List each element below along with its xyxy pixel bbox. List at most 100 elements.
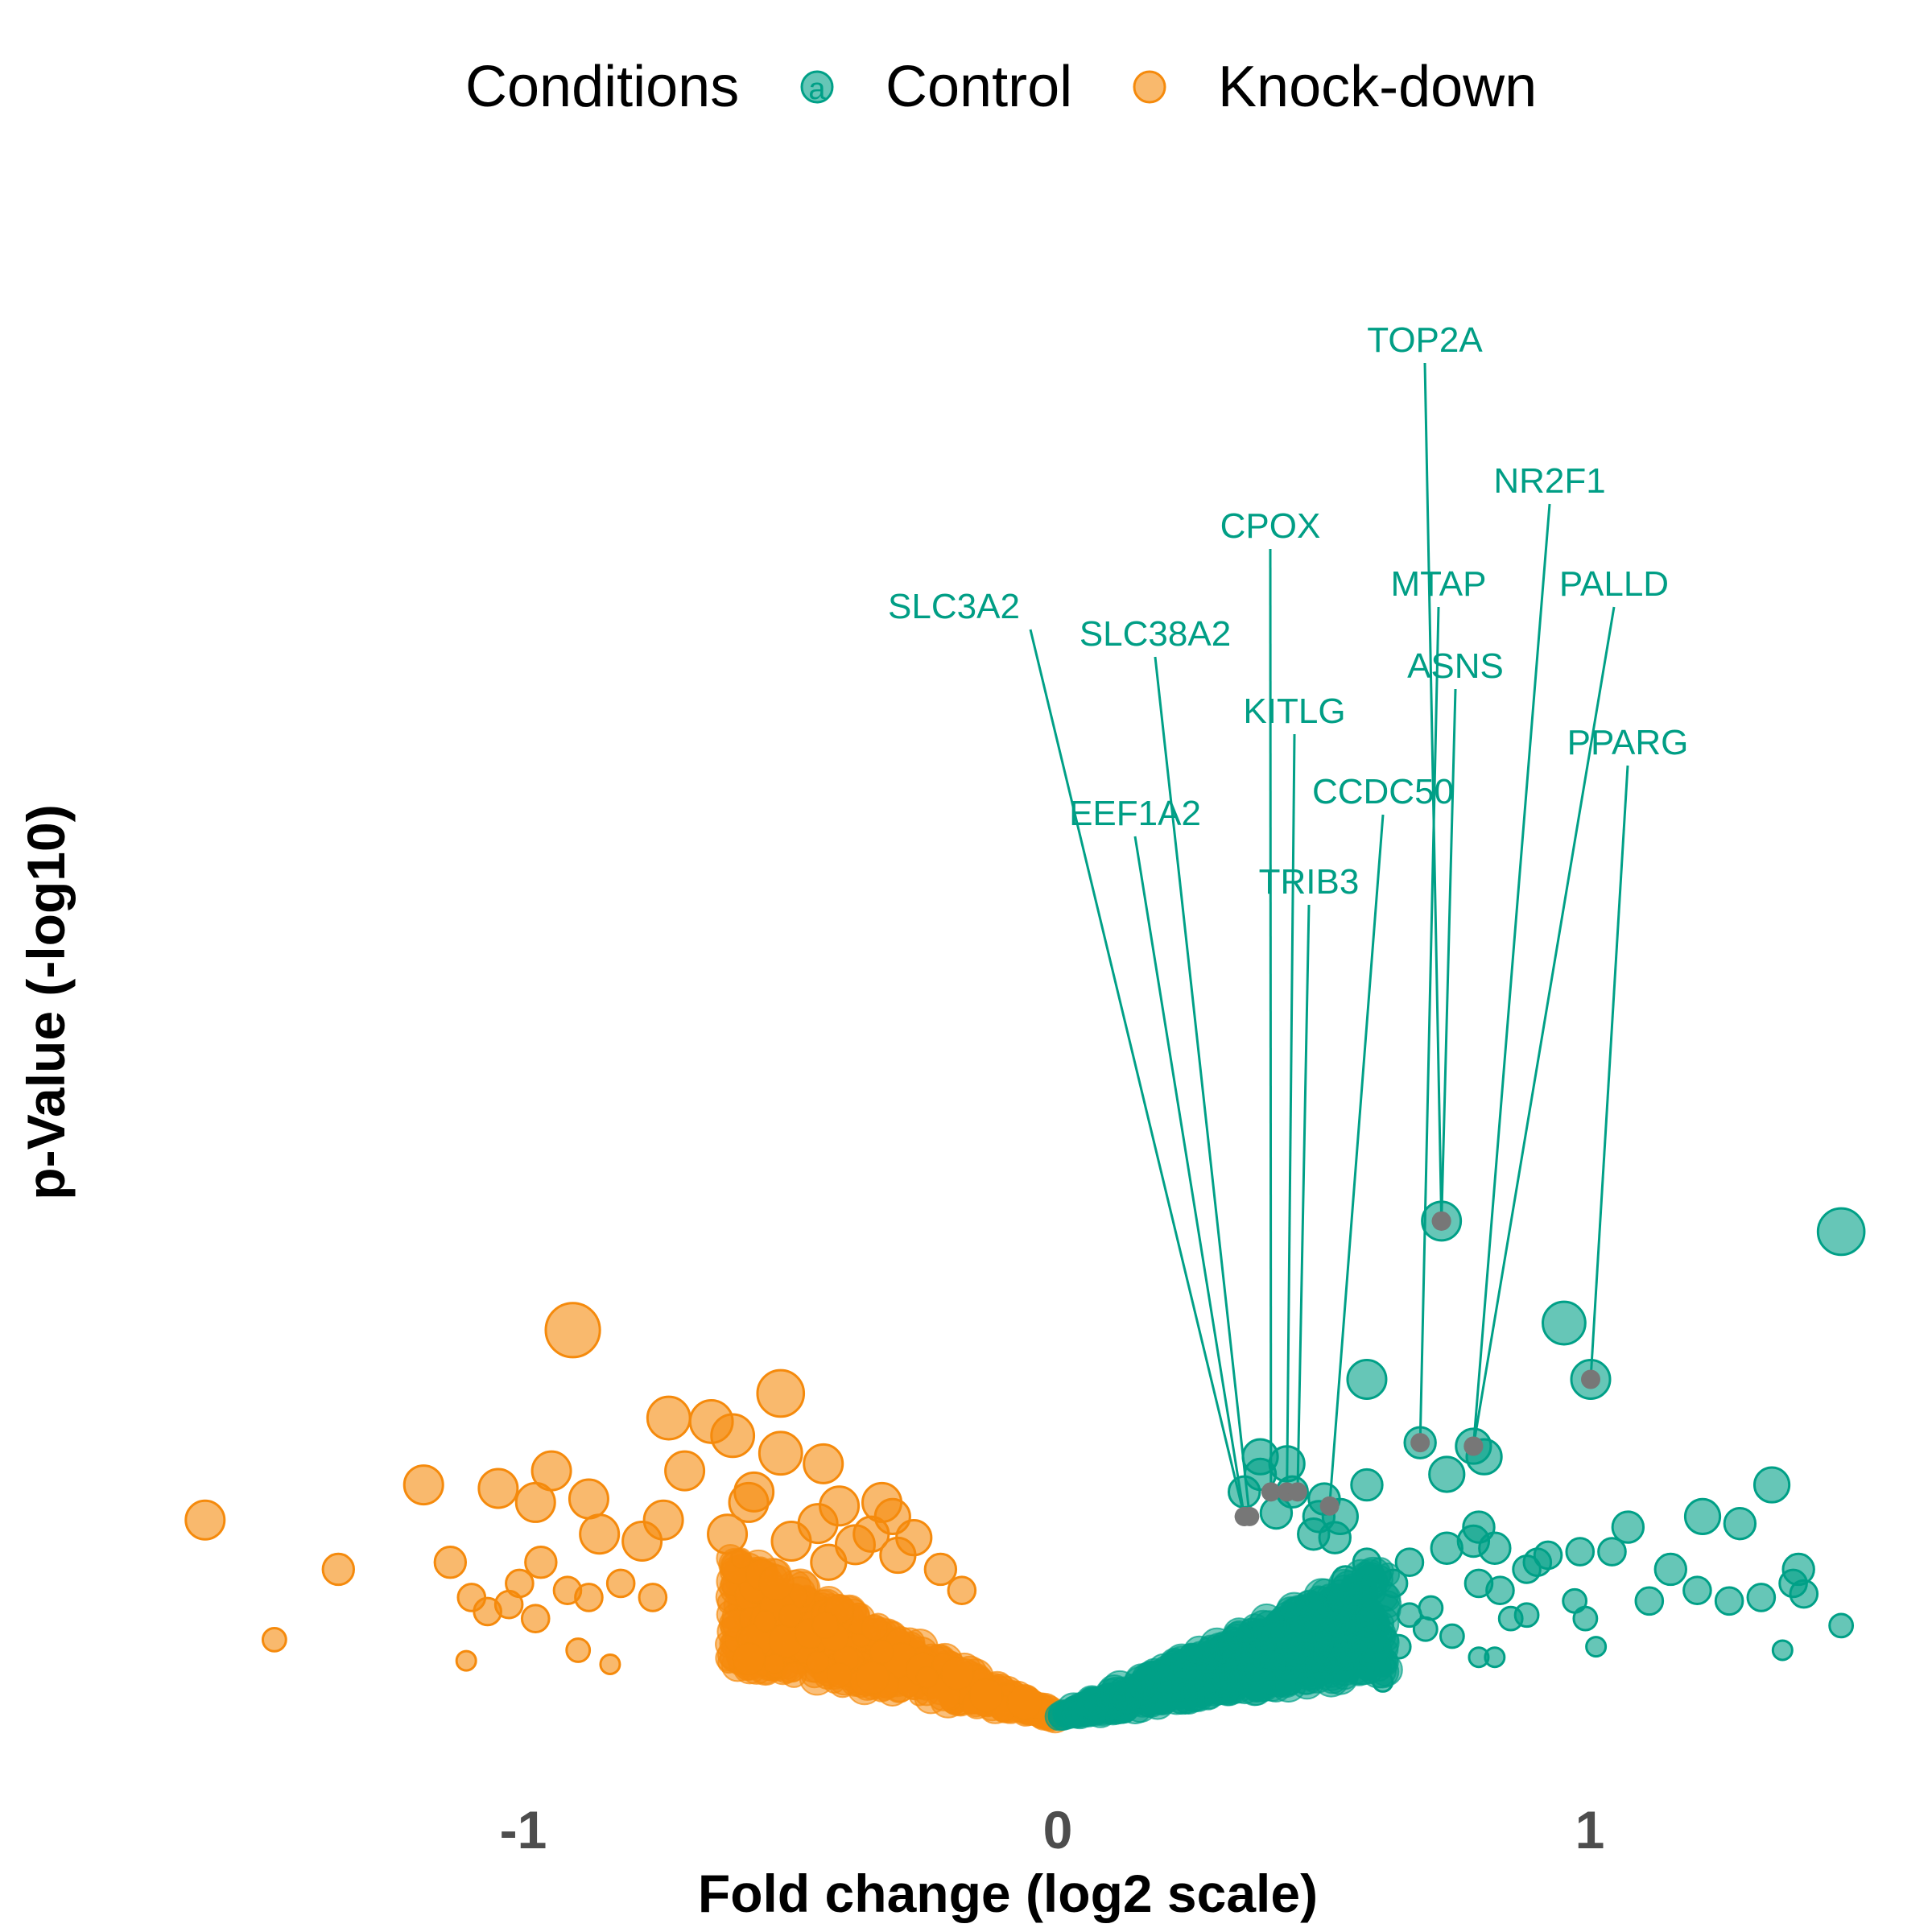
data-point [826,1662,852,1688]
data-point [1331,1565,1360,1595]
data-point [1463,1568,1494,1599]
data-point [728,1481,770,1523]
label-leader-line [1296,904,1311,1492]
data-point [520,1604,551,1633]
x-tick-label: 1 [1575,1800,1605,1860]
data-point [1372,1670,1394,1693]
data-point [544,1302,601,1359]
labeled-point-marker [1581,1369,1600,1389]
data-point [1714,1586,1744,1616]
label-leader-line [1328,814,1385,1506]
gene-label: KITLG [1243,691,1345,731]
data-point [806,1650,830,1674]
data-point [621,1521,663,1562]
data-point [1683,1497,1722,1536]
legend-key-knockdown [1133,70,1166,104]
label-leader-line [1423,362,1443,1221]
data-point [1385,1633,1412,1660]
data-point [1124,1663,1161,1700]
data-point [1412,1616,1439,1642]
labeled-point-marker [1319,1496,1340,1516]
gene-labels: TOP2A NR2F1 CPOX MTAP PALLD SLC3A2 SLC38A2 ASNS… [888,320,1688,1526]
data-point [915,1666,939,1689]
gene-label: SLC38A2 [1080,614,1231,654]
gene-label: PPARG [1567,723,1689,762]
data-point [707,1513,749,1555]
data-point [1081,1690,1113,1723]
data-point [770,1521,812,1562]
labeled-point-marker [1287,1482,1307,1502]
data-point [1352,1547,1382,1578]
data-point [1828,1612,1855,1639]
labeled-point-marker [1410,1433,1430,1453]
data-point [968,1678,1004,1713]
data-point [402,1464,444,1506]
gene-label: ASNS [1407,646,1504,686]
data-point [565,1637,592,1663]
legend-key-glyph: a [808,72,826,106]
data-point [455,1649,477,1672]
data-point [1611,1510,1645,1544]
gene-label: CPOX [1220,506,1321,546]
data-point [758,1430,803,1476]
data-point [1428,1455,1466,1493]
data-point [1723,1506,1757,1541]
gene-label: PALLD [1559,564,1669,604]
legend-label-knockdown: Knock-down [1218,55,1537,119]
data-point [1682,1575,1712,1605]
labeled-point-marker [1261,1482,1281,1502]
data-point [574,1583,604,1612]
data-point [855,1661,890,1695]
data-point [261,1626,287,1653]
x-tick-label: -1 [500,1800,547,1860]
data-point [664,1450,706,1492]
data-point [184,1499,226,1541]
y-axis-title: p-Value (-log10) [16,804,76,1199]
data-point [1241,1670,1273,1702]
data-point [1746,1583,1777,1612]
data-point [895,1519,933,1557]
label-leader-line [1286,733,1296,1492]
legend-label-control: Control [886,55,1072,119]
data-point [638,1583,668,1612]
data-point [923,1552,958,1587]
data-point [710,1413,756,1459]
gene-label: SLC3A2 [888,587,1020,626]
gene-label: EEF1A2 [1069,794,1201,833]
data-point [1752,1466,1791,1504]
x-axis: -1 0 1 Fold change (log2 scale) [500,1800,1605,1923]
label-leader-line [1418,606,1440,1443]
data-point [1565,1537,1596,1567]
data-point [1497,1605,1524,1632]
data-point [810,1543,848,1581]
data-point [1211,1662,1248,1699]
labeled-point-marker [1463,1436,1484,1456]
data-point [568,1478,609,1520]
legend-key-control [800,70,834,104]
data-point [1512,1554,1542,1584]
data-point [1653,1552,1688,1587]
data-point [940,1656,975,1690]
data-point [1240,1644,1262,1666]
data-point [753,1609,777,1633]
data-point [758,1564,795,1601]
x-tick-label: 0 [1043,1800,1073,1860]
data-point [778,1603,803,1628]
data-point [781,1662,807,1688]
legend: Conditions a Control Knock-down [465,55,1537,119]
data-point [1585,1636,1608,1658]
gene-label: CCDC50 [1312,772,1454,811]
label-leader-line [1472,503,1551,1447]
data-point [1394,1547,1425,1578]
label-leader-line [1133,836,1246,1517]
data-point [605,1568,636,1599]
data-point [811,1611,840,1639]
data-point [803,1443,844,1484]
data-point [321,1552,355,1587]
data-point [1346,1358,1388,1400]
data-point [852,1515,890,1553]
data-point [1789,1579,1819,1609]
x-axis-title: Fold change (log2 scale) [698,1864,1318,1923]
data-point [1160,1667,1195,1703]
